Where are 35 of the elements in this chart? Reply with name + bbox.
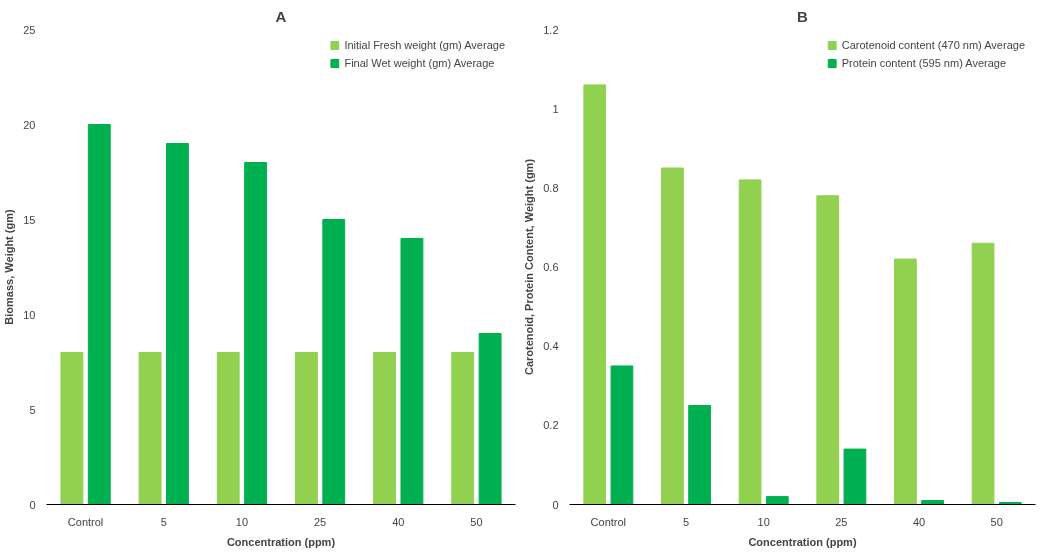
x-tick-label: Control	[67, 515, 104, 528]
chart-title: A	[275, 7, 287, 25]
x-tick-label: 10	[235, 515, 249, 528]
x-tick-label: 25	[313, 515, 327, 528]
x-tick-label: 40	[912, 515, 926, 528]
legend-label: Initial Fresh weight (gm) Average	[344, 39, 505, 51]
legend-label: Protein content (595 nm) Average	[841, 57, 1007, 69]
y-tick-label: 25	[23, 23, 36, 36]
y-tick-label: 20	[23, 118, 36, 131]
x-axis-title: Concentration (ppm)	[226, 535, 336, 548]
y-tick-label: 0	[29, 498, 36, 511]
x-tick-label: 5	[682, 515, 690, 528]
x-axis-title: Concentration (ppm)	[748, 535, 857, 548]
x-tick-label: 5	[160, 515, 167, 528]
chart-title: B	[797, 7, 809, 25]
y-tick-label: 1.2	[543, 23, 559, 36]
y-tick-label: 0	[552, 498, 559, 511]
y-tick-label: 0.4	[543, 340, 559, 353]
x-tick-label: 50	[470, 515, 483, 528]
y-tick-label: 15	[23, 213, 36, 226]
y-axis-title: Biomass, Weight (gm)	[3, 209, 16, 325]
x-tick-label: 50	[990, 515, 1003, 528]
legend-label: Carotenoid content (470 nm) Average	[841, 39, 1025, 51]
y-tick-label: 0.8	[543, 181, 559, 194]
x-tick-label: 40	[392, 515, 405, 528]
y-tick-label: 0.6	[543, 261, 559, 273]
x-tick-label: 10	[757, 515, 770, 528]
x-tick-label: Control	[590, 515, 627, 528]
y-axis-title: Carotenoid, Protein Content, Weight (gm)	[523, 158, 536, 376]
y-tick-label: 1	[552, 102, 559, 115]
y-tick-label: 5	[29, 403, 36, 416]
legend-label: Final Wet weight (gm) Average	[344, 57, 495, 69]
x-tick-label: 25	[835, 515, 848, 528]
y-tick-label: 0.2	[543, 419, 559, 432]
y-tick-label: 10	[23, 308, 36, 321]
